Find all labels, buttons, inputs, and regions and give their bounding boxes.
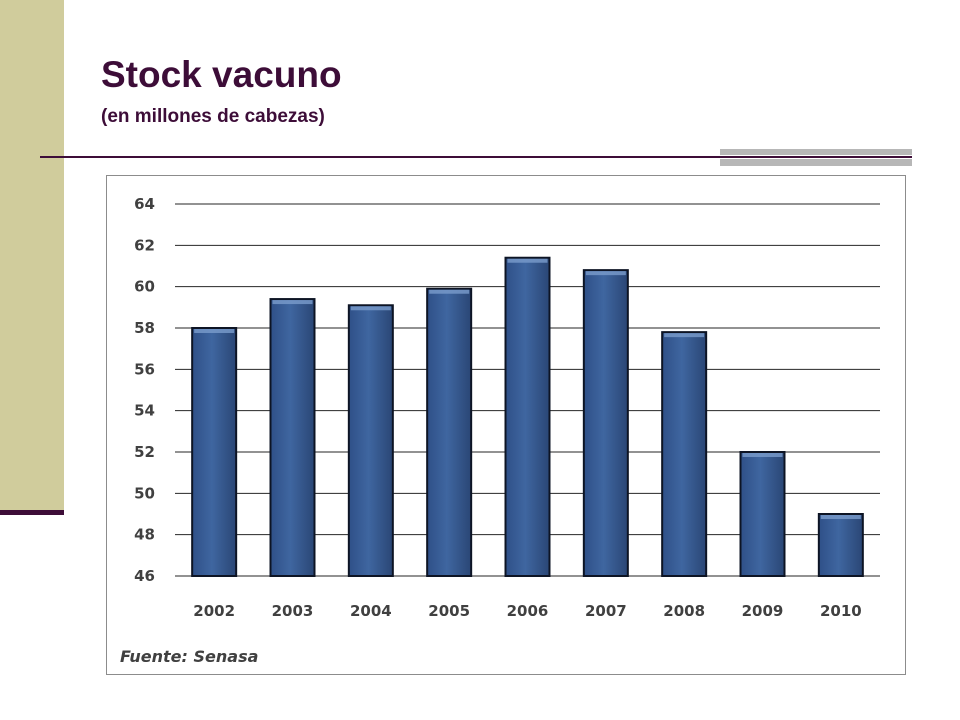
y-tick-label: 54 bbox=[134, 402, 155, 420]
y-tick-label: 48 bbox=[134, 526, 155, 544]
chart-source-note: Fuente: Senasa bbox=[120, 647, 259, 666]
x-tick-label: 2004 bbox=[350, 602, 392, 620]
y-tick-label: 52 bbox=[134, 443, 155, 461]
divider-accent-bottom bbox=[720, 159, 912, 166]
slide-subtitle: (en millones de cabezas) bbox=[101, 106, 325, 127]
left-band-edge bbox=[0, 510, 64, 515]
bar-highlight bbox=[664, 333, 705, 338]
y-tick-label: 46 bbox=[134, 567, 155, 585]
x-tick-label: 2003 bbox=[272, 602, 314, 620]
y-tick-label: 64 bbox=[134, 195, 155, 213]
bar-chart: 46 48 50 52 54 56 58 60 62 64 2002 2003 2004 2005 2006… bbox=[134, 195, 880, 620]
y-tick-label: 50 bbox=[134, 484, 155, 502]
bar bbox=[347, 304, 394, 577]
bar-highlight bbox=[820, 515, 861, 519]
x-tick-label: 2006 bbox=[507, 602, 549, 620]
bar bbox=[582, 269, 629, 577]
y-tick-label: 60 bbox=[134, 278, 155, 296]
bar bbox=[426, 287, 473, 577]
y-tick-label: 56 bbox=[134, 360, 155, 378]
bar bbox=[817, 513, 864, 577]
bar bbox=[504, 256, 551, 577]
bar bbox=[739, 451, 786, 577]
bar bbox=[269, 298, 316, 577]
slide-title: Stock vacuno bbox=[101, 54, 342, 95]
y-tick-label: 62 bbox=[134, 236, 155, 254]
x-tick-label: 2008 bbox=[663, 602, 705, 620]
x-tick-label: 2007 bbox=[585, 602, 627, 620]
x-tick-label: 2009 bbox=[742, 602, 784, 620]
bar bbox=[661, 331, 708, 577]
left-decorative-band bbox=[0, 0, 64, 510]
bar-highlight bbox=[272, 300, 313, 305]
bar-highlight bbox=[194, 329, 235, 333]
bar-highlight bbox=[429, 289, 470, 294]
x-tick-label: 2005 bbox=[428, 602, 470, 620]
bar-highlight bbox=[350, 306, 391, 311]
divider-accent-top bbox=[720, 149, 912, 155]
bar-highlight bbox=[585, 271, 626, 276]
bar-highlight bbox=[742, 453, 783, 457]
y-tick-label: 58 bbox=[134, 319, 155, 337]
title-divider bbox=[40, 156, 912, 158]
bar bbox=[191, 327, 238, 577]
bar-highlight bbox=[507, 258, 548, 263]
x-tick-label: 2002 bbox=[193, 602, 235, 620]
x-tick-label: 2010 bbox=[820, 602, 862, 620]
chart-frame: 46 48 50 52 54 56 58 60 62 64 2002 2003 2004 2005 2006… bbox=[106, 175, 906, 675]
